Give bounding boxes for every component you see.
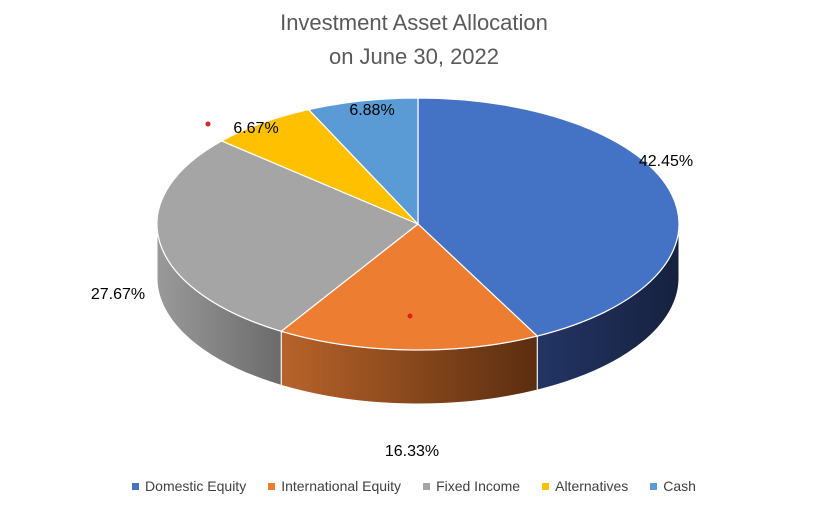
- legend-label: Cash: [663, 478, 696, 494]
- legend-swatch: [132, 482, 140, 490]
- legend-label: Alternatives: [555, 478, 629, 494]
- legend-label: International Equity: [281, 478, 402, 494]
- slice-domestic-equity: [417, 97, 680, 337]
- pie-tops: [156, 97, 680, 351]
- slice-international-equity: [279, 223, 539, 351]
- chart-title: Investment Asset Allocation on June 30, …: [0, 6, 828, 74]
- slice-fixed-income: [156, 140, 420, 332]
- legend-swatch: [542, 482, 550, 490]
- legend: Domestic Equity International Equity Fixed…: [0, 478, 828, 494]
- pie-chart: 42.45% 16.33% 27.67% 6.67% 6.88%: [91, 97, 693, 460]
- data-label-fixed-income: 27.67%: [91, 286, 145, 303]
- legend-item-international-equity: International Equity: [268, 478, 401, 494]
- legend-item-domestic-equity: Domestic Equity: [132, 478, 246, 494]
- slice-alternatives: [220, 108, 419, 225]
- data-label-alternatives: 6.67%: [233, 120, 278, 137]
- legend-label: Domestic Equity: [145, 478, 247, 494]
- legend-label: Fixed Income: [436, 478, 521, 494]
- legend-item-fixed-income: Fixed Income: [423, 478, 520, 494]
- legend-swatch: [650, 482, 658, 490]
- chart-title-line1: Investment Asset Allocation: [280, 10, 548, 35]
- marker-dot-alternatives: [205, 121, 211, 127]
- chart-title-line2: on June 30, 2022: [328, 44, 500, 69]
- legend-item-cash: Cash: [650, 478, 696, 494]
- pie-labels: 42.45% 16.33% 27.67% 6.67% 6.88%: [91, 102, 693, 460]
- pie-sides: [156, 223, 680, 405]
- legend-item-alternatives: Alternatives: [542, 478, 628, 494]
- slice-cash: [307, 97, 419, 226]
- data-label-domestic-equity: 42.45%: [639, 153, 693, 170]
- legend-swatch: [268, 482, 276, 490]
- data-label-cash: 6.88%: [349, 102, 394, 119]
- legend-swatch: [423, 482, 431, 490]
- data-label-international-equity: 16.33%: [385, 443, 439, 460]
- marker-dot-center: [407, 313, 413, 319]
